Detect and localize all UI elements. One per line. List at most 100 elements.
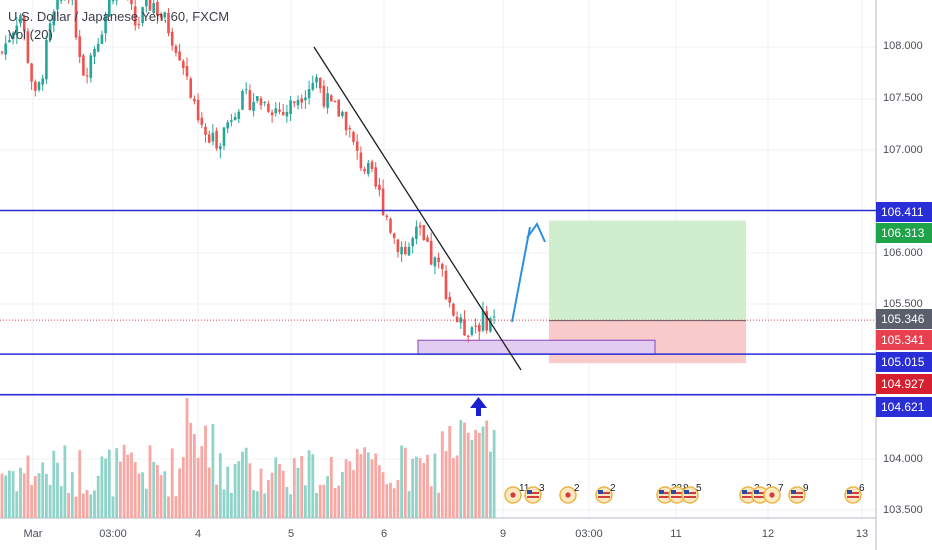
volume-bar xyxy=(440,431,444,518)
flag-stripe xyxy=(684,492,696,494)
volume-bar xyxy=(422,462,426,518)
candle-body xyxy=(489,318,492,332)
volume-bar xyxy=(396,479,400,518)
projection-arrowhead[interactable] xyxy=(526,221,546,243)
candle-body xyxy=(344,111,348,131)
chart-legend: U.S. Dollar / Japanese Yen, 60, FXCM Vol… xyxy=(8,8,229,44)
volume-bar xyxy=(385,484,389,518)
flag-stripe xyxy=(659,492,671,494)
candle-body xyxy=(241,91,244,110)
volume-bar xyxy=(37,473,41,518)
flag-stripe xyxy=(791,492,803,494)
volume-bar xyxy=(489,451,492,518)
volume-bar xyxy=(211,424,215,518)
volume-bar xyxy=(318,484,322,518)
price-tick: 104.000 xyxy=(883,453,923,465)
price-tick: 106.000 xyxy=(883,247,923,259)
flag-canton xyxy=(671,490,676,494)
volume-bar xyxy=(244,447,248,518)
candle-body xyxy=(267,103,270,112)
flag-dot xyxy=(769,492,775,498)
candle-body xyxy=(274,108,278,114)
volume-bar xyxy=(329,456,333,518)
volume-bar xyxy=(285,486,289,518)
candle-body xyxy=(189,78,192,98)
signal-arrow-stem xyxy=(476,404,481,416)
candle-body xyxy=(133,6,137,26)
volume-bar xyxy=(415,456,418,518)
candle-body xyxy=(156,1,159,16)
candle-body xyxy=(182,61,185,69)
volume-bar xyxy=(222,489,226,518)
candle-body xyxy=(219,146,222,150)
volume-bar xyxy=(411,458,415,518)
volume-bar xyxy=(374,453,378,518)
candle-body xyxy=(108,0,111,17)
volume-bar xyxy=(485,420,489,518)
candle-body xyxy=(426,237,429,242)
candle-body xyxy=(389,218,392,233)
demand-zone-rectangle[interactable] xyxy=(417,339,656,355)
candle-body xyxy=(215,130,218,149)
volume-bar xyxy=(22,473,26,518)
volume-bar xyxy=(200,446,204,518)
volume-indicator-label[interactable]: Vol (20) xyxy=(8,27,53,42)
volume-bar xyxy=(126,454,130,518)
stop-price-tag: 104.927 xyxy=(876,374,932,394)
volume-bar xyxy=(267,479,270,518)
volume-bar xyxy=(115,448,119,518)
candle-body xyxy=(415,226,418,239)
volume-bar xyxy=(366,452,370,518)
candle-body xyxy=(52,11,56,26)
volume-bar xyxy=(218,453,222,518)
volume-bar xyxy=(137,473,141,518)
candle-body xyxy=(19,15,22,24)
candle-body xyxy=(167,12,170,34)
candle-body xyxy=(348,127,352,130)
signal-arrow-head xyxy=(470,397,487,408)
candle-body xyxy=(8,40,11,43)
candle-body xyxy=(200,117,204,125)
flag-stripe xyxy=(754,492,766,494)
time-label: 03:00 xyxy=(575,528,603,540)
flag-dot xyxy=(565,492,571,498)
volume-bar xyxy=(185,397,189,518)
profit-target-zone[interactable] xyxy=(549,220,746,321)
candle-body xyxy=(400,246,403,255)
flag-canton xyxy=(847,490,852,494)
volume-bar xyxy=(296,467,300,518)
volume-bar xyxy=(174,496,178,518)
last-price-tag: 105.346 xyxy=(876,309,932,329)
candle-body xyxy=(30,63,33,82)
candle-body xyxy=(170,31,174,46)
candle-body xyxy=(466,335,470,338)
candle-body xyxy=(333,100,337,103)
flag-canton xyxy=(659,490,664,494)
candle-body xyxy=(148,0,152,11)
flag-stripe xyxy=(847,496,859,498)
volume-bar xyxy=(159,475,163,518)
candle-body xyxy=(85,75,89,77)
volume-bar xyxy=(452,458,455,518)
volume-bar xyxy=(437,492,440,518)
volume-bar xyxy=(307,450,311,518)
candle-body xyxy=(300,98,303,103)
volume-bar xyxy=(248,463,252,518)
trend-line[interactable] xyxy=(313,46,522,371)
candle-body xyxy=(381,188,385,215)
volume-bar xyxy=(403,447,407,518)
candle-body xyxy=(0,51,4,53)
candle-body xyxy=(341,111,344,117)
volume-bar xyxy=(59,486,63,518)
price-tick: 107.500 xyxy=(883,92,923,104)
volume-bar xyxy=(348,461,352,518)
projection-arrow[interactable] xyxy=(511,226,531,323)
volume-bar xyxy=(122,444,126,518)
symbol-title[interactable]: U.S. Dollar / Japanese Yen, 60, FXCM xyxy=(8,9,230,24)
candle-body xyxy=(293,101,296,103)
flag-dot xyxy=(510,492,516,498)
flag-stripe xyxy=(598,492,610,494)
volume-bar xyxy=(152,461,156,518)
